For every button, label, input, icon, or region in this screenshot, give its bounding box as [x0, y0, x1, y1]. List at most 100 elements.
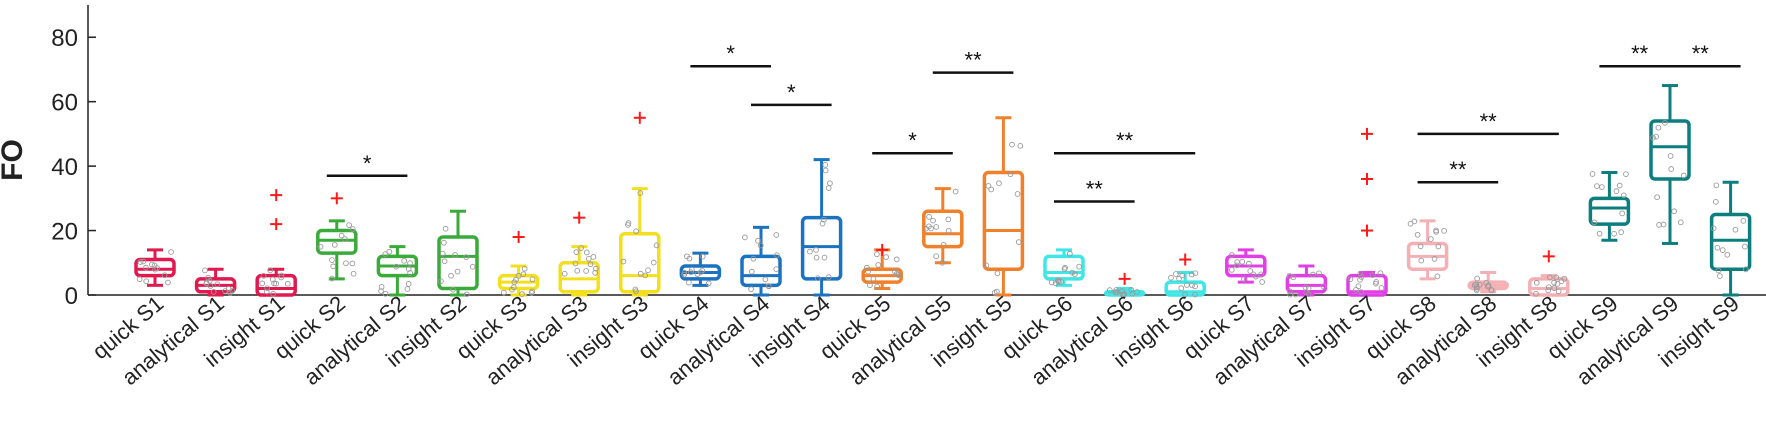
data-point: [874, 251, 880, 258]
data-point: [645, 267, 651, 274]
data-point: [689, 266, 695, 273]
data-point: [699, 253, 706, 260]
data-point: [574, 267, 581, 274]
data-point: [1357, 276, 1363, 283]
data-point: [1192, 291, 1198, 298]
data-point: [1724, 251, 1731, 258]
axes: [87, 5, 1766, 296]
data-point: [1058, 278, 1064, 285]
data-point: [755, 237, 761, 244]
data-point: [988, 186, 995, 193]
data-point: [1192, 283, 1198, 290]
data-point: [441, 258, 448, 265]
data-point: [1358, 289, 1364, 295]
y-ticks: 0 20 40 60 80: [51, 25, 96, 310]
box-iqr: [255, 273, 297, 297]
data-point: [1596, 230, 1603, 237]
data-point: [939, 259, 946, 266]
data-point: [140, 258, 147, 265]
data-point: [985, 183, 992, 189]
data-point: [813, 254, 820, 261]
data-point: [1246, 260, 1252, 267]
data-point: [1616, 182, 1623, 189]
data-point: [210, 289, 217, 295]
data-point: [1009, 141, 1015, 148]
data-point: [1680, 172, 1687, 179]
y-tick-label: 60: [51, 90, 78, 117]
data-point: [1710, 225, 1717, 232]
box-analytical-s4: [740, 225, 782, 297]
data-point: [1650, 134, 1656, 141]
data-point: [1310, 271, 1316, 278]
data-point: [264, 285, 271, 292]
data-point: [945, 216, 952, 223]
data-point: [633, 228, 640, 235]
data-point: [1168, 274, 1174, 281]
data-point: [1655, 124, 1662, 131]
data-point: [1431, 256, 1438, 262]
data-point: [1623, 171, 1629, 177]
data-point: [1355, 283, 1362, 290]
data-point: [1488, 287, 1495, 294]
data-point: [1742, 243, 1748, 250]
data-point: [983, 262, 990, 269]
data-point: [405, 281, 412, 287]
data-point: [1533, 290, 1539, 297]
box-analytical-s5: [922, 187, 964, 266]
data-point: [1671, 208, 1677, 215]
data-point: [819, 220, 826, 227]
significance-label: **: [1116, 128, 1134, 153]
data-point: [821, 216, 827, 223]
data-point: [439, 250, 446, 257]
outlier-marker: [1361, 173, 1373, 185]
data-point: [349, 260, 356, 267]
data-point: [1373, 279, 1380, 285]
data-point: [1189, 282, 1195, 289]
data-point: [1742, 266, 1749, 273]
data-point: [151, 262, 158, 269]
data-point: [1668, 166, 1675, 172]
data-point: [1433, 227, 1439, 234]
box-analytical-s9: [1649, 84, 1691, 245]
data-point: [864, 264, 870, 271]
significance-label: *: [908, 128, 917, 153]
data-point: [684, 253, 690, 260]
data-point: [1554, 281, 1561, 287]
data-point: [922, 225, 929, 232]
data-point: [1067, 250, 1073, 257]
y-tick-label: 40: [51, 154, 78, 181]
data-point: [515, 272, 522, 279]
data-point: [438, 278, 444, 285]
box-insight-s7: [1346, 127, 1388, 297]
data-point: [583, 249, 590, 256]
data-point: [1182, 291, 1188, 298]
data-point: [1414, 231, 1421, 238]
data-point: [1007, 171, 1014, 178]
data-point: [895, 272, 902, 278]
data-point: [1250, 271, 1257, 278]
data-point: [452, 252, 458, 258]
data-point: [874, 283, 880, 290]
data-point: [1654, 194, 1660, 201]
box-quick-s7: [1225, 248, 1267, 285]
data-point: [1677, 219, 1684, 226]
data-point: [1188, 271, 1195, 278]
data-point: [1287, 291, 1293, 298]
data-point: [338, 232, 345, 239]
data-point: [346, 222, 352, 228]
data-point: [1247, 268, 1254, 274]
data-point: [1316, 270, 1322, 277]
data-point: [317, 243, 324, 250]
data-point: [686, 279, 692, 286]
data-point: [450, 286, 456, 293]
data-point: [1048, 279, 1055, 286]
data-point: [1259, 279, 1266, 285]
data-point: [681, 269, 688, 276]
significance-label: *: [726, 41, 735, 66]
y-tick-label: 20: [51, 219, 78, 246]
data-point: [168, 249, 174, 255]
data-point: [653, 242, 660, 249]
data-point: [1485, 282, 1492, 289]
